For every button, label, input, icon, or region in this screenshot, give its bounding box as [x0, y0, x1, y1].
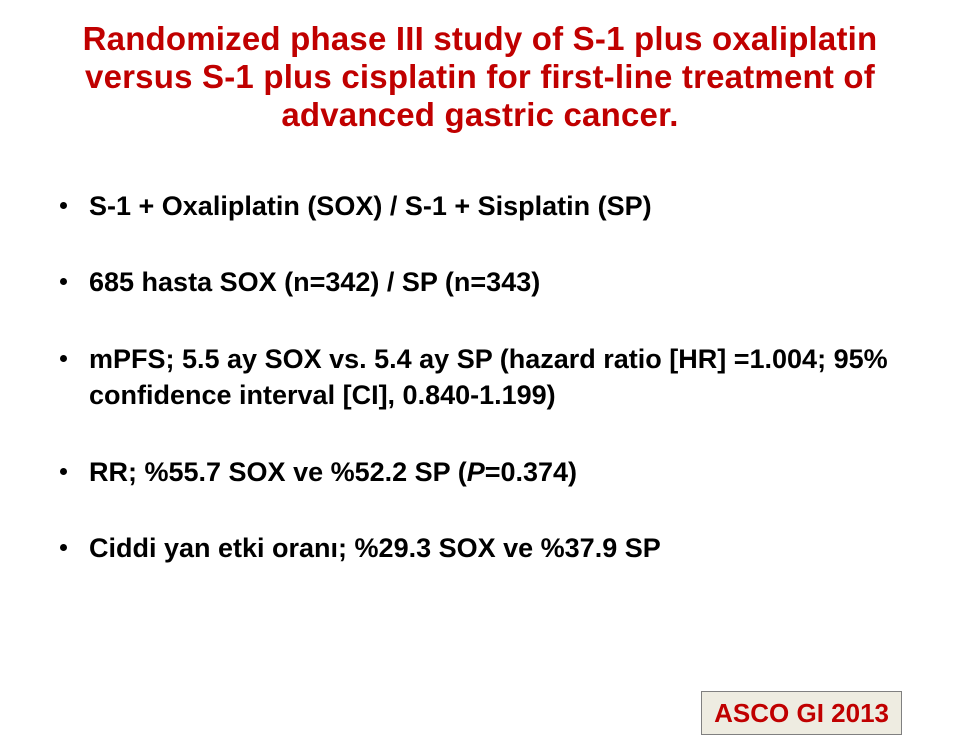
- bullet-dot-icon: [60, 468, 67, 475]
- bullet-dot-icon: [60, 202, 67, 209]
- bullet-text: S-1 + Oxaliplatin (SOX) / S-1 + Sisplati…: [89, 188, 652, 224]
- footer-badge-label: ASCO GI 2013: [714, 698, 889, 728]
- bullet-item: 685 hasta SOX (n=342) / SP (n=343): [60, 264, 900, 300]
- title-line-3: advanced gastric cancer.: [60, 96, 900, 134]
- bullet-text: mPFS; 5.5 ay SOX vs. 5.4 ay SP (hazard r…: [89, 341, 900, 414]
- bullet-dot-icon: [60, 355, 67, 362]
- title-line-1: Randomized phase III study of S-1 plus o…: [60, 20, 900, 58]
- bullet-text-suffix: =0.374): [485, 457, 577, 487]
- bullet-text: 685 hasta SOX (n=342) / SP (n=343): [89, 264, 540, 300]
- bullet-dot-icon: [60, 544, 67, 551]
- slide-page: Randomized phase III study of S-1 plus o…: [0, 0, 960, 749]
- bullet-item: mPFS; 5.5 ay SOX vs. 5.4 ay SP (hazard r…: [60, 341, 900, 414]
- bullet-item: S-1 + Oxaliplatin (SOX) / S-1 + Sisplati…: [60, 188, 900, 224]
- bullet-text-prefix: RR; %55.7 SOX ve %52.2 SP (: [89, 457, 467, 487]
- footer-badge: ASCO GI 2013: [701, 691, 902, 735]
- bullet-dot-icon: [60, 278, 67, 285]
- title-line-2: versus S-1 plus cisplatin for first-line…: [60, 58, 900, 96]
- bullet-item: RR; %55.7 SOX ve %52.2 SP (P=0.374): [60, 454, 900, 490]
- bullet-item: Ciddi yan etki oranı; %29.3 SOX ve %37.9…: [60, 530, 900, 566]
- slide-title: Randomized phase III study of S-1 plus o…: [60, 20, 900, 134]
- bullet-text-italic: P: [467, 457, 485, 487]
- bullet-text: Ciddi yan etki oranı; %29.3 SOX ve %37.9…: [89, 530, 661, 566]
- bullet-text: RR; %55.7 SOX ve %52.2 SP (P=0.374): [89, 454, 577, 490]
- bullet-list: S-1 + Oxaliplatin (SOX) / S-1 + Sisplati…: [60, 188, 900, 567]
